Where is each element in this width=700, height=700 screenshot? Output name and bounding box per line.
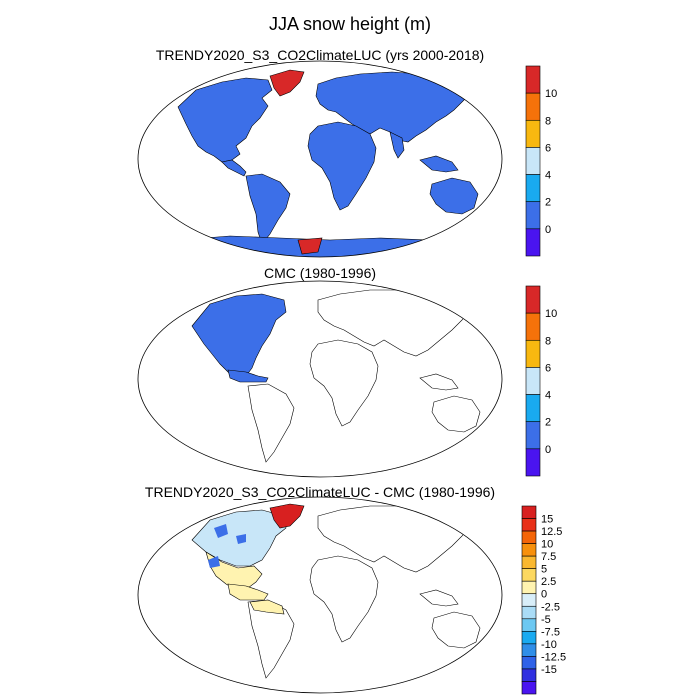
africa-land: [307, 121, 377, 211]
colorbar-tick-label: 8: [545, 335, 551, 347]
africa-land: [309, 555, 379, 643]
panel-2-colorbar: 0 2 4 6 8 10: [525, 285, 557, 477]
colorbar-segment: [525, 448, 541, 477]
colorbar-tick-label: 4: [545, 390, 551, 402]
colorbar-segment: [525, 92, 541, 121]
southeast-asia-islands: [419, 155, 459, 173]
colorbar-tick-label: 10: [545, 88, 557, 100]
colorbar-segment: [521, 568, 537, 582]
colorbar-tick-label: 5: [541, 564, 547, 576]
north-america-land: [177, 77, 273, 163]
colorbar-tick-label: -12.5: [541, 651, 566, 663]
north-america-land: [191, 293, 287, 379]
colorbar-segment: [525, 285, 541, 314]
colorbar-tick-label: 8: [545, 115, 551, 127]
colorbar-tick-label: 0: [541, 589, 547, 601]
colorbar-tick-label: 0: [545, 224, 551, 236]
colorbar-segment: [525, 312, 541, 341]
eurasia-land: [317, 505, 471, 573]
antarctica-red-patch: [297, 237, 323, 255]
panel-3-title: TRENDY2020_S3_CO2ClimateLUC - CMC (1980-…: [145, 484, 495, 500]
colorbar-segment: [521, 631, 537, 645]
south-america-land: [247, 599, 295, 679]
colorbar-segment: [525, 65, 541, 94]
central-america-land: [227, 369, 269, 383]
panel-1-map: [138, 69, 502, 257]
colorbar-tick-label: 10: [545, 308, 557, 320]
south-asia-land: [389, 131, 405, 159]
colorbar-segment: [521, 643, 537, 657]
colorbar-tick-label: -7.5: [541, 626, 560, 638]
figure-title: JJA snow height (m): [269, 14, 431, 34]
panel-3-map: [191, 503, 481, 679]
colorbar-tick-label: 7.5: [541, 551, 556, 563]
panel-2-globe-outline: [137, 280, 503, 478]
colorbar-tick-label: 15: [541, 514, 553, 526]
central-america-land: [221, 159, 247, 177]
colorbar-segment: [521, 668, 537, 682]
colorbar-segment: [525, 119, 541, 148]
colorbar-segment: [521, 656, 537, 670]
colorbar-segment: [525, 421, 541, 450]
colorbar-tick-label: 4: [545, 170, 551, 182]
colorbar-tick-label: 12.5: [541, 526, 562, 538]
colorbar-tick-label: 10: [541, 539, 553, 551]
south-america-land: [247, 383, 295, 463]
colorbar-segment: [525, 228, 541, 257]
colorbar-segment: [521, 518, 537, 532]
colorbar-tick-label: 0: [545, 444, 551, 456]
panel-1-globe-outline: [137, 60, 503, 258]
colorbar-segment: [521, 681, 537, 695]
africa-land: [309, 339, 379, 427]
north-america-blue-streaks: [208, 524, 246, 568]
colorbar-tick-label: 2: [545, 417, 551, 429]
colorbar-segment: [525, 339, 541, 368]
colorbar-tick-label: 2.5: [541, 576, 556, 588]
south-america-land: [245, 173, 291, 245]
north-america-pale-yellow-area: [205, 551, 263, 591]
colorbar-segment: [521, 580, 537, 595]
colorbar-segment: [525, 201, 541, 230]
colorbar-tick-label: 2: [545, 197, 551, 209]
colorbar-tick-label: -15: [541, 664, 557, 676]
panel-1-title: TRENDY2020_S3_CO2ClimateLUC (yrs 2000-20…: [156, 47, 484, 63]
panel-2: CMC (1980-1996) 0 2 4 6 8 10: [137, 265, 557, 478]
colorbar-segment: [521, 530, 537, 544]
colorbar-tick-label: 6: [545, 142, 551, 154]
colorbar-segment: [521, 543, 537, 557]
panel-3: TRENDY2020_S3_CO2ClimateLUC - CMC (1980-…: [137, 484, 566, 695]
panel-3-globe-outline: [137, 496, 503, 694]
colorbar-segment: [525, 394, 541, 423]
colorbar-segment: [521, 605, 537, 620]
colorbar-segment: [525, 147, 541, 175]
colorbar-tick-label: -10: [541, 639, 557, 651]
central-america-pale-yellow-area: [227, 583, 269, 601]
colorbar-segment: [525, 174, 541, 203]
antarctica-land: [138, 235, 502, 257]
colorbar-tick-label: 6: [545, 362, 551, 374]
panel-2-map: [191, 289, 481, 463]
greenland-red-area: [269, 503, 305, 529]
panel-1: TRENDY2020_S3_CO2ClimateLUC (yrs 2000-20…: [137, 47, 557, 258]
colorbar-segment: [525, 367, 541, 395]
colorbar-tick-label: -2.5: [541, 601, 560, 613]
colorbar-segment: [521, 505, 537, 519]
greenland-land: [269, 69, 305, 97]
colorbar-segment: [521, 593, 537, 607]
south-america-pale-yellow-area: [249, 599, 285, 615]
colorbar-tick-label: -5: [541, 614, 551, 626]
panel-1-colorbar: 0 2 4 6 8 10: [525, 65, 557, 257]
panel-2-title: CMC (1980-1996): [264, 265, 376, 281]
australia-land: [431, 395, 481, 433]
southeast-asia-islands: [419, 589, 459, 607]
southeast-asia-islands: [419, 373, 459, 391]
australia-land: [429, 177, 479, 215]
australia-land: [431, 611, 481, 649]
eurasia-land: [317, 289, 471, 357]
colorbar-segment: [521, 555, 537, 569]
colorbar-segment: [521, 618, 537, 632]
